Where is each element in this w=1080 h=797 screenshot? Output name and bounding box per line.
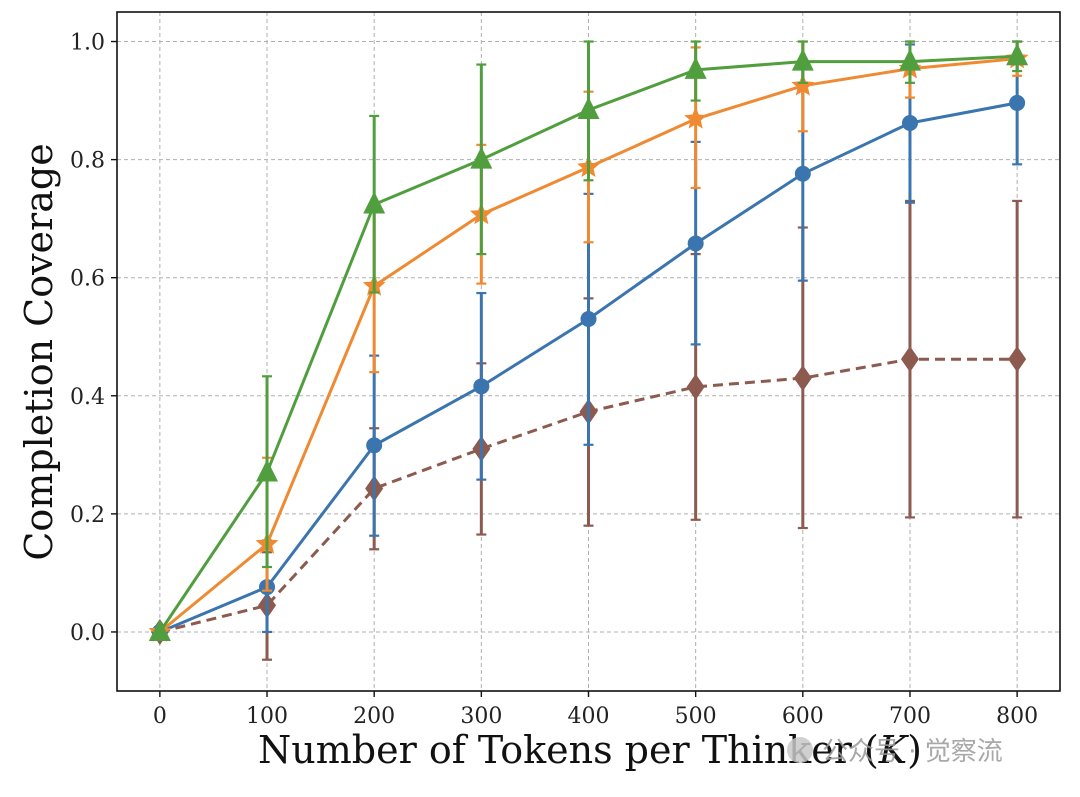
x-tick-label: 800 [996, 704, 1038, 729]
data-point [580, 311, 597, 328]
series-layer [148, 40, 1029, 661]
data-point [793, 365, 812, 392]
y-axis: 0.0 0.2 0.4 0.6 0.8 1.0 [70, 31, 117, 646]
data-point [898, 48, 921, 71]
series-green-triangle [148, 40, 1029, 641]
data-point [1008, 346, 1027, 373]
data-point [794, 165, 811, 182]
x-tick-label: 600 [782, 704, 824, 729]
x-tick-label: 700 [889, 704, 931, 729]
data-point [900, 346, 919, 373]
y-axis-title: Completion Coverage [17, 143, 61, 560]
x-tick-label: 300 [460, 704, 502, 729]
data-point [684, 56, 707, 79]
data-point [366, 437, 383, 454]
y-tick-label: 1.0 [70, 31, 105, 56]
x-axis-title-prefix: Number of Tokens per Thinker ( [258, 728, 879, 772]
x-axis-title-variable: K [878, 728, 910, 772]
y-tick-label: 0.4 [70, 385, 105, 410]
watermark: 公众号 · 觉察流 [787, 737, 1003, 767]
data-point [901, 115, 918, 132]
data-point [470, 146, 493, 169]
data-point [148, 618, 171, 641]
x-axis-title: Number of Tokens per Thinker (K) [258, 728, 922, 772]
watermark-text: 公众号 · 觉察流 [822, 737, 1003, 767]
data-point [791, 48, 814, 71]
data-point [256, 459, 279, 482]
y-tick-label: 0.8 [70, 149, 105, 174]
data-point [1009, 94, 1026, 111]
y-tick-label: 0.2 [70, 503, 105, 528]
y-tick-label: 0.6 [70, 267, 105, 292]
x-tick-label: 200 [353, 704, 395, 729]
y-tick-label: 0.0 [70, 621, 105, 646]
data-point [473, 378, 490, 395]
x-tick-label: 400 [568, 704, 610, 729]
x-tick-label: 100 [246, 704, 288, 729]
data-point [684, 106, 708, 129]
data-point [363, 191, 386, 214]
data-point [686, 373, 705, 400]
data-point [791, 73, 815, 96]
data-point [1006, 43, 1029, 66]
x-tick-label: 0 [153, 704, 167, 729]
data-point [687, 235, 704, 252]
x-axis: 0 100 200 300 400 500 600 700 800 [153, 691, 1038, 729]
data-point [577, 97, 600, 120]
x-axis-title-suffix: ) [907, 728, 922, 772]
watermark-logo-icon [787, 737, 813, 763]
x-tick-label: 500 [675, 704, 717, 729]
